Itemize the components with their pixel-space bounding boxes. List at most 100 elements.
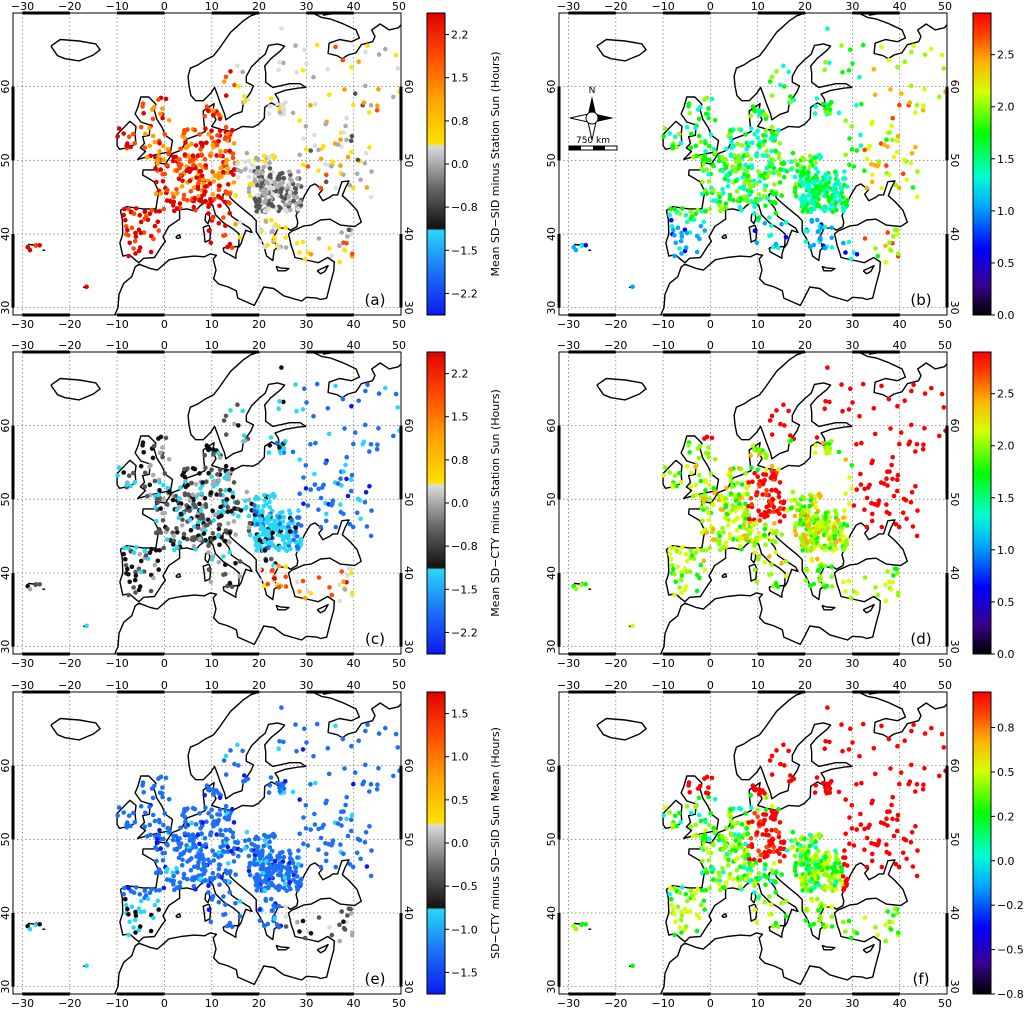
- station-marker: [753, 860, 759, 865]
- station-marker: [893, 521, 899, 527]
- station-marker: [297, 152, 303, 158]
- station-marker: [890, 476, 895, 482]
- station-marker: [710, 841, 716, 847]
- station-marker: [743, 841, 748, 847]
- station-marker: [126, 206, 131, 212]
- station-marker: [225, 504, 231, 510]
- station-marker: [889, 462, 894, 468]
- station-marker: [337, 582, 342, 588]
- station-marker: [171, 878, 177, 884]
- station-marker: [316, 847, 321, 852]
- station-marker: [746, 820, 751, 825]
- station-marker: [312, 811, 317, 817]
- station-marker: [221, 572, 226, 578]
- station-marker: [829, 439, 834, 444]
- station-marker: [849, 803, 855, 808]
- station-marker: [749, 805, 754, 810]
- station-marker: [684, 463, 690, 469]
- colorbar-tick-label: 1.5: [451, 411, 469, 424]
- station-marker: [720, 507, 726, 513]
- station-marker: [274, 440, 280, 446]
- station-marker: [351, 781, 356, 787]
- station-marker: [859, 101, 864, 107]
- station-marker: [230, 127, 235, 133]
- station-marker: [147, 550, 153, 556]
- station-marker: [879, 383, 884, 389]
- station-marker: [823, 171, 829, 177]
- station-marker: [145, 896, 151, 901]
- station-marker: [129, 225, 135, 231]
- station-marker: [876, 838, 882, 843]
- station-marker: [347, 182, 353, 188]
- station-marker: [263, 219, 269, 224]
- station-marker: [896, 590, 901, 595]
- station-marker: [869, 179, 875, 185]
- station-marker: [698, 818, 704, 824]
- station-marker: [254, 548, 259, 553]
- station-marker: [732, 832, 737, 837]
- lon-tick-label-top: −30: [557, 339, 580, 352]
- station-marker: [817, 834, 823, 840]
- station-marker: [235, 402, 240, 408]
- station-marker: [815, 217, 820, 223]
- station-marker: [776, 151, 782, 156]
- station-marker: [161, 822, 166, 828]
- station-marker: [792, 837, 798, 843]
- station-marker: [711, 526, 716, 532]
- lon-tick-label-top: 30: [845, 339, 859, 352]
- station-marker: [832, 864, 837, 870]
- station-marker: [823, 109, 829, 115]
- station-marker: [349, 743, 354, 749]
- panel-label: (e): [365, 970, 386, 988]
- station-marker: [695, 886, 700, 892]
- station-marker: [823, 514, 828, 520]
- station-marker: [810, 179, 815, 185]
- station-marker: [288, 886, 293, 892]
- station-marker: [809, 558, 815, 563]
- station-marker: [689, 553, 695, 558]
- station-marker: [823, 175, 828, 181]
- colorbar-tick-label: 0.5: [997, 596, 1015, 609]
- station-marker: [700, 858, 705, 864]
- station-marker: [216, 112, 221, 117]
- station-marker: [788, 167, 794, 172]
- station-marker: [768, 475, 774, 481]
- station-marker: [145, 217, 151, 222]
- station-marker: [170, 497, 176, 503]
- station-marker: [703, 888, 708, 893]
- station-marker: [679, 930, 684, 935]
- station-marker: [160, 179, 166, 184]
- station-marker: [254, 849, 259, 855]
- station-marker: [678, 917, 684, 923]
- lat-tick-label-left: 40: [545, 906, 558, 920]
- station-marker: [138, 558, 144, 564]
- station-marker: [156, 436, 161, 441]
- station-marker: [321, 143, 326, 149]
- station-marker: [137, 552, 143, 557]
- colorbar-tick-label: 0.0: [997, 309, 1015, 322]
- station-marker: [832, 533, 838, 539]
- lon-tick-label-top: 50: [938, 339, 952, 352]
- station-marker: [697, 104, 703, 110]
- station-marker: [875, 592, 881, 598]
- station-marker: [579, 243, 584, 249]
- station-marker: [843, 878, 849, 884]
- station-marker: [733, 848, 738, 854]
- station-marker: [126, 253, 131, 259]
- station-marker: [767, 894, 772, 899]
- station-marker: [778, 82, 783, 88]
- station-marker: [257, 228, 262, 233]
- station-marker: [883, 259, 888, 265]
- station-marker: [914, 533, 920, 539]
- station-marker: [743, 811, 748, 816]
- station-marker: [773, 530, 778, 536]
- station-marker: [269, 556, 274, 562]
- station-marker: [254, 888, 259, 893]
- station-marker: [816, 228, 821, 234]
- station-marker: [243, 498, 248, 503]
- station-marker: [801, 165, 807, 171]
- station-marker: [937, 433, 942, 439]
- station-marker: [270, 567, 275, 573]
- station-marker: [779, 193, 784, 198]
- station-marker: [181, 875, 187, 881]
